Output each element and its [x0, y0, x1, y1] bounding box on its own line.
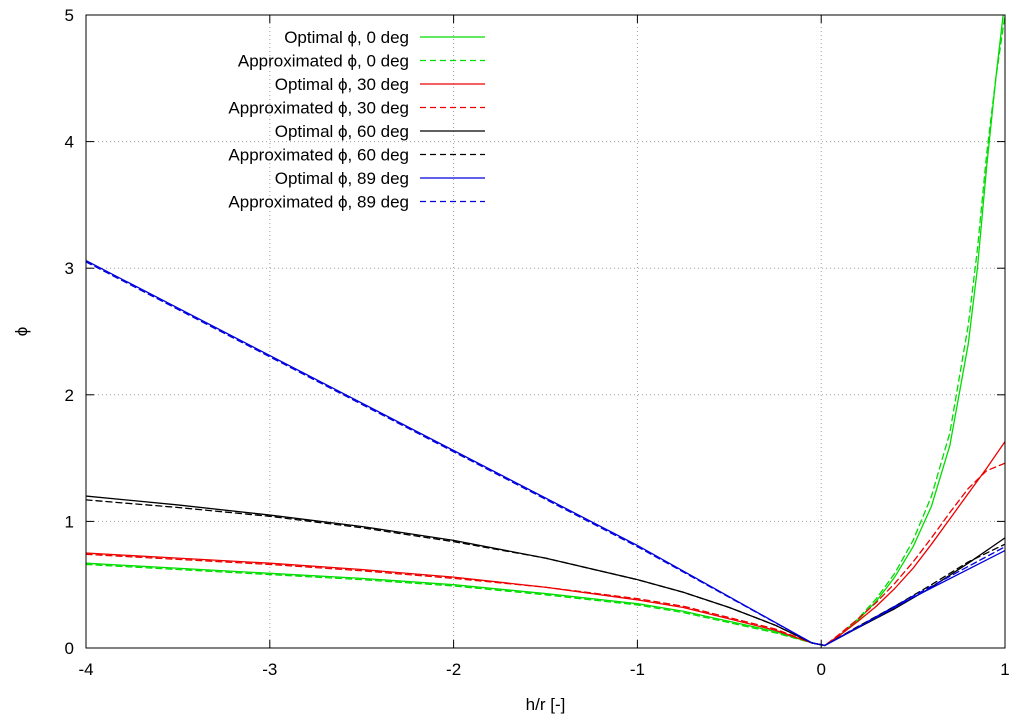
- legend-label-4: Approximated ϕ, 30 deg: [228, 99, 409, 118]
- legend-label-8: Approximated ϕ, 89 deg: [228, 193, 409, 212]
- plot-frame: [85, 14, 1006, 649]
- y-tick-label: 3: [65, 259, 74, 278]
- y-tick-label: 4: [65, 133, 74, 152]
- legend-label-3: Optimal ϕ, 30 deg: [275, 75, 409, 94]
- x-axis-title: h/r [-]: [526, 695, 566, 714]
- grid-lines: [86, 15, 1005, 648]
- x-tick-label: -4: [78, 660, 93, 679]
- series-line-3: [86, 440, 1005, 647]
- y-axis-title: ϕ: [12, 327, 31, 337]
- legend-label-7: Optimal ϕ, 89 deg: [275, 169, 409, 188]
- y-tick-label: 1: [65, 512, 74, 531]
- x-tick-label: -3: [262, 660, 277, 679]
- series-line-6: [86, 499, 1005, 647]
- series-line-8: [86, 261, 1005, 647]
- y-tick-label: 2: [65, 386, 74, 405]
- tick-labels: -4 -3 -2 -1 0 1 0 1 2 3 4 5: [65, 6, 1009, 679]
- y-tick-label: 5: [65, 6, 74, 25]
- series-line-1: [86, 15, 1004, 647]
- legend-label-2: Approximated ϕ, 0 deg: [238, 52, 409, 71]
- x-tick-label: 0: [816, 660, 825, 679]
- legend: Optimal ϕ, 0 deg Approximated ϕ, 0 deg Opt…: [228, 28, 485, 212]
- series-line-4: [86, 462, 1005, 647]
- x-tick-label: 1: [1000, 660, 1009, 679]
- legend-label-5: Optimal ϕ, 60 deg: [275, 122, 409, 141]
- x-tick-label: -2: [446, 660, 461, 679]
- y-tick-label: 0: [65, 639, 74, 658]
- legend-label-6: Approximated ϕ, 60 deg: [228, 146, 409, 165]
- series-line-2: [86, 15, 1005, 647]
- series-lines: [86, 15, 1005, 647]
- legend-label-1: Optimal ϕ, 0 deg: [284, 28, 409, 47]
- axis-ticks: [85, 14, 1006, 649]
- x-tick-label: -1: [630, 660, 645, 679]
